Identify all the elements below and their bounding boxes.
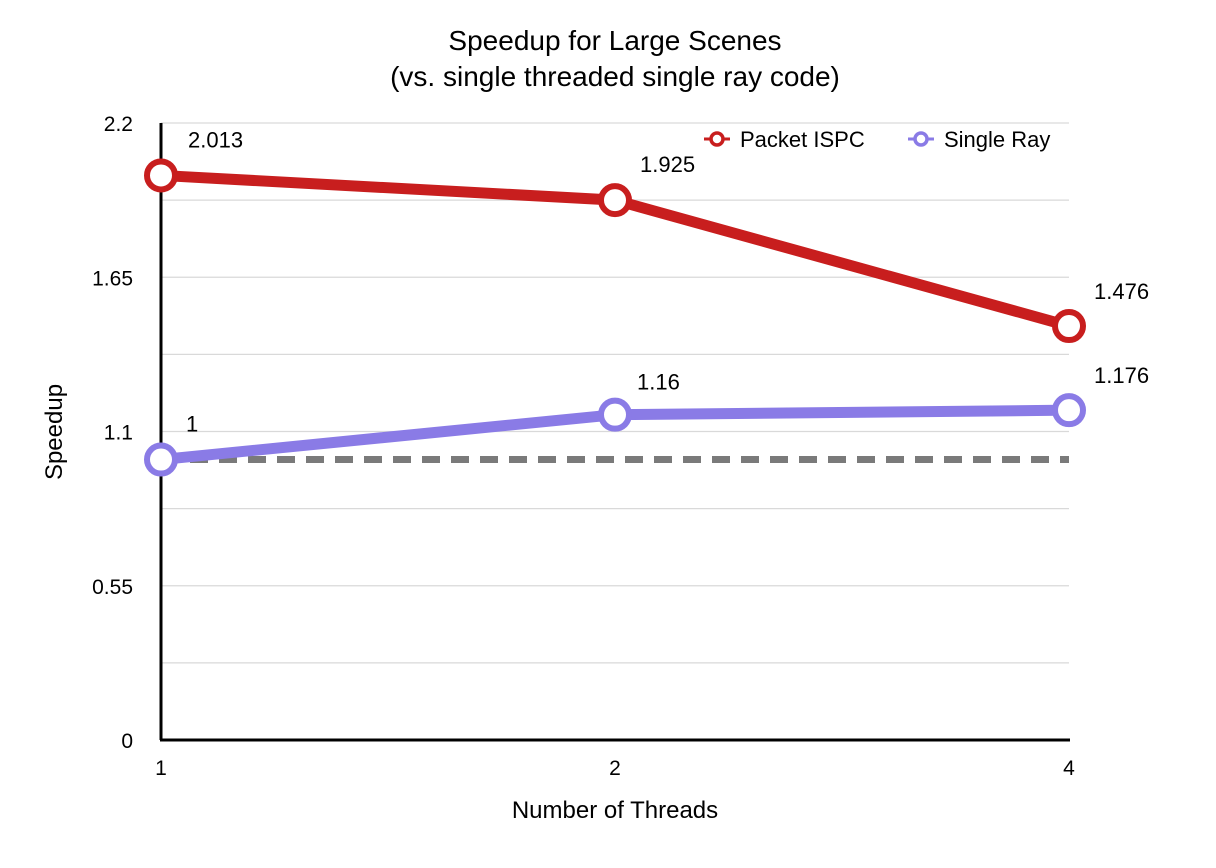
data-point	[598, 397, 632, 432]
series-group	[144, 158, 1086, 477]
data-label: 2.013	[188, 127, 243, 152]
y-tick-label: 1.65	[92, 267, 133, 290]
x-tick-label: 4	[1063, 757, 1075, 780]
y-tick-label: 0.55	[92, 576, 133, 599]
data-point	[1052, 393, 1086, 428]
legend-label: Packet ISPC	[740, 127, 865, 152]
data-point	[144, 158, 178, 193]
data-point	[1052, 309, 1086, 344]
legend-marker	[709, 131, 725, 147]
legend-marker	[913, 131, 929, 147]
legend: Packet ISPC Single Ray	[704, 127, 1050, 152]
data-label: 1.176	[1094, 363, 1149, 388]
y-tick-labels: 0 0.55 1.1 1.65 2.2	[92, 113, 133, 753]
x-tick-labels: 1 2 4	[155, 757, 1075, 780]
y-tick-label: 1.1	[104, 422, 133, 445]
x-tick-label: 2	[609, 757, 621, 780]
chart-title: Speedup for Large Scenes	[448, 25, 781, 56]
x-tick-label: 1	[155, 757, 167, 780]
data-label: 1.925	[640, 152, 695, 177]
data-labels: 2.013 1.925 1.476 1 1.16 1.176	[186, 127, 1149, 436]
gridlines	[161, 122, 1069, 664]
data-label: 1	[186, 412, 198, 437]
chart-subtitle: (vs. single threaded single ray code)	[390, 61, 840, 92]
legend-label: Single Ray	[944, 127, 1050, 152]
y-axis-title: Speedup	[41, 384, 68, 480]
data-point	[144, 442, 178, 477]
data-label: 1.476	[1094, 279, 1149, 304]
x-axis-title: Number of Threads	[512, 797, 718, 824]
y-tick-label: 0	[121, 730, 133, 753]
data-label: 1.16	[637, 370, 680, 395]
y-tick-label: 2.2	[104, 113, 133, 136]
data-point	[598, 183, 632, 218]
